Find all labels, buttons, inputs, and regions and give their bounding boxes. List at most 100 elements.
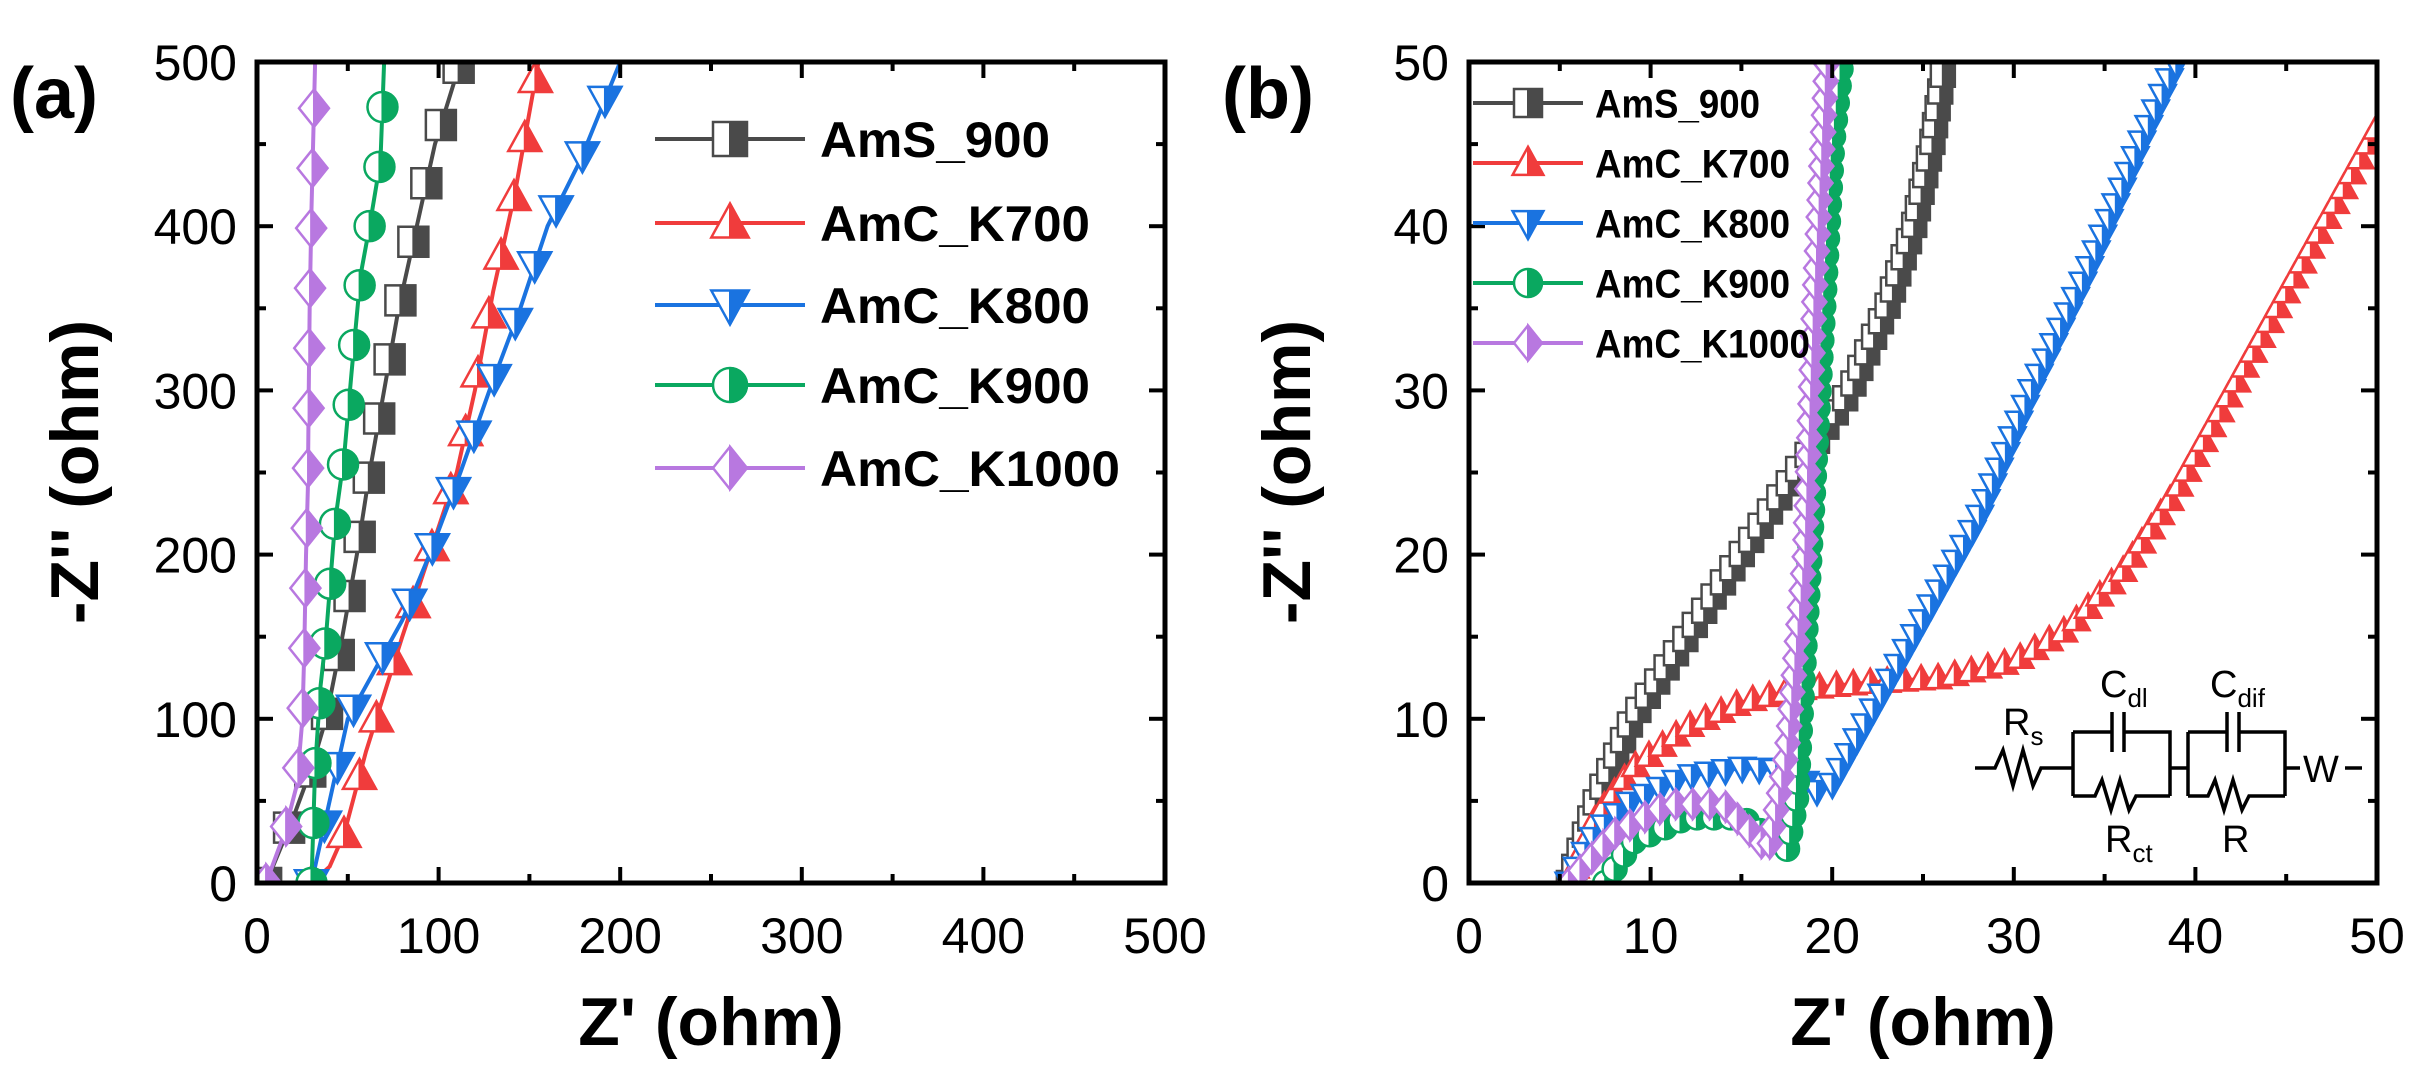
circle-marker (343, 269, 376, 302)
marker-fill (314, 747, 332, 780)
triangle-up-marker (2279, 260, 2310, 289)
triangle-up-marker (2229, 349, 2261, 378)
marker-fill (381, 91, 399, 124)
circuit-label-rs: Rs (2003, 702, 2043, 751)
square-marker (1512, 87, 1544, 119)
marker-fill (431, 533, 451, 565)
square-marker (362, 402, 396, 435)
marker-fill (2169, 485, 2186, 511)
legend-a: AmS_900 AmC_K700 AmC_K800 AmC_K900 AmC_K1000 (655, 112, 1120, 497)
triangle-up-marker (2205, 394, 2236, 423)
triangle-up-marker (2126, 525, 2158, 554)
marker-fill (337, 639, 355, 672)
triangle-up-marker (2320, 186, 2351, 215)
legend-label: AmC_K1000 (1595, 322, 1810, 366)
triangle-down-marker (363, 641, 402, 676)
marker-fill (285, 804, 303, 849)
marker-fill (729, 366, 748, 404)
marker-fill (265, 861, 283, 883)
triangle-up-marker (506, 118, 544, 153)
triangle-down-marker (475, 363, 513, 398)
triangle-down-marker (537, 195, 575, 229)
panel-b: (b) 0 10 20 30 40 50 0 10 20 30 40 50 Z'… (1222, 35, 2405, 1060)
capacitor-cdl-icon (2110, 712, 2126, 752)
marker-fill (307, 446, 325, 490)
legend-label: AmS_900 (820, 112, 1050, 168)
circle-marker (313, 567, 347, 600)
triangle-up-marker (340, 756, 379, 791)
circle-marker (295, 866, 328, 883)
axis-ticks-a (254, 59, 1168, 886)
diamond-marker (269, 804, 303, 849)
diamond-marker (281, 746, 315, 790)
triangle-down-marker (563, 141, 602, 176)
panel-label-a: (a) (10, 54, 98, 134)
series-amc-k1000 (257, 61, 331, 883)
x-tick-label: 200 (578, 908, 661, 964)
marker-fill (352, 694, 372, 727)
square-marker (442, 60, 475, 84)
square-marker (397, 225, 430, 259)
marker-fill (493, 364, 513, 396)
marker-fill (1527, 88, 1543, 118)
circle-marker (363, 150, 396, 184)
marker-fill (358, 520, 376, 553)
marker-fill (347, 388, 365, 421)
marker-fill (487, 296, 508, 329)
diamond-marker (295, 146, 330, 190)
diamond-marker (257, 861, 283, 883)
diamond-marker (293, 266, 327, 310)
marker-fill (343, 816, 363, 848)
y-tick-label: 200 (154, 528, 237, 584)
y-tick-label: 100 (154, 692, 237, 748)
marker-fill (412, 225, 430, 258)
triangle-up-marker (2135, 511, 2167, 540)
marker-fill (2150, 513, 2167, 540)
marker-fill (1839, 60, 1854, 83)
marker-fill (439, 109, 457, 142)
triangle-down-marker (1990, 441, 2022, 470)
marker-fill (729, 443, 749, 493)
triangle-up-marker (2270, 275, 2302, 304)
marker-fill (2318, 218, 2334, 244)
circuit-label-rct: Rct (2105, 819, 2153, 868)
marker-fill (342, 448, 359, 481)
marker-fill (2219, 396, 2236, 423)
x-tick-labels-b: 0 10 20 30 40 50 (1455, 908, 2405, 964)
square-marker (343, 520, 376, 554)
triangle-down-marker (709, 289, 751, 328)
x-tick-label: 30 (1986, 908, 2042, 964)
x-tick-label: 0 (243, 908, 271, 964)
square-marker (410, 166, 443, 200)
x-tick-label: 300 (760, 908, 843, 964)
equivalent-circuit-diagram: Rs Cdl Rct Cdif R W (1975, 664, 2362, 868)
plot-area-a (257, 60, 624, 883)
marker-fill (1527, 322, 1544, 364)
y-tick-label: 10 (1393, 692, 1449, 748)
marker-fill (301, 686, 319, 730)
triangle-up-marker (2145, 497, 2177, 526)
marker-fill (393, 643, 413, 676)
plot-area-b (1553, 60, 2377, 883)
triangle-up-marker (2221, 364, 2253, 393)
x-axis-title-b: Z' (ohm) (1790, 984, 2055, 1060)
circuit-wires (1975, 730, 2362, 817)
circuit-label-r: R (2222, 819, 2249, 861)
triangle-up-marker (495, 177, 533, 212)
triangle-up-marker (2303, 216, 2335, 244)
series-amc-k800 (292, 61, 624, 883)
triangle-up-marker (2180, 439, 2211, 468)
triangle-up-marker (1510, 144, 1546, 177)
marker-fill (2140, 527, 2157, 554)
square-marker (384, 284, 417, 317)
diamond-marker (291, 386, 326, 430)
marker-fill (555, 195, 575, 227)
marker-fill (353, 328, 371, 361)
y-tick-label: 50 (1393, 35, 1449, 91)
y-tick-label: 20 (1393, 528, 1449, 584)
marker-fill (603, 85, 624, 118)
marker-fill (425, 167, 443, 200)
triangle-up-marker (470, 294, 508, 329)
marker-fill (381, 642, 401, 674)
marker-fill (729, 202, 751, 239)
